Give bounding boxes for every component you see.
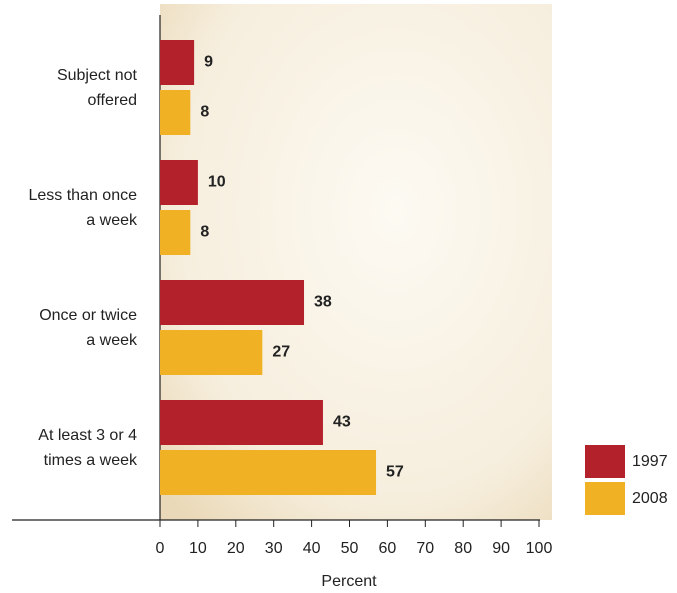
x-tick-label: 90	[492, 540, 510, 557]
x-tick-label: 40	[303, 540, 321, 557]
category-label: Less than once a week	[28, 186, 137, 229]
value-label: 43	[333, 414, 351, 431]
x-tick-label: 20	[227, 540, 245, 557]
value-label: 10	[208, 174, 226, 191]
bar	[160, 40, 195, 85]
bar	[160, 90, 191, 135]
legend-swatch	[585, 482, 625, 515]
x-tick-label: 80	[454, 540, 472, 557]
x-tick-label: 50	[341, 540, 359, 557]
bar	[160, 210, 191, 255]
bar	[160, 280, 305, 325]
bar	[160, 330, 263, 375]
bar	[160, 400, 323, 445]
legend-label: 1997	[632, 453, 668, 470]
category-label: At least 3 or 4 times a week	[38, 426, 137, 469]
x-tick-label: 30	[265, 540, 283, 557]
value-label: 57	[386, 464, 404, 481]
x-tick-label: 70	[416, 540, 434, 557]
x-tick-label: 10	[189, 540, 207, 557]
value-label: 38	[314, 294, 332, 311]
x-tick-label: 0	[156, 540, 165, 557]
value-label: 9	[204, 54, 213, 71]
x-axis-title: Percent	[321, 573, 377, 590]
legend-label: 2008	[632, 490, 668, 507]
bar	[160, 160, 198, 205]
x-tick-label: 60	[379, 540, 397, 557]
value-label: 8	[200, 224, 209, 241]
legend-swatch	[585, 445, 625, 478]
bar	[160, 450, 377, 495]
category-label: Subject not offered	[56, 66, 137, 109]
value-label: 8	[200, 104, 209, 121]
x-tick-label: 100	[526, 540, 553, 557]
value-label: 27	[272, 344, 290, 361]
category-label: Once or twice a week	[39, 306, 137, 349]
